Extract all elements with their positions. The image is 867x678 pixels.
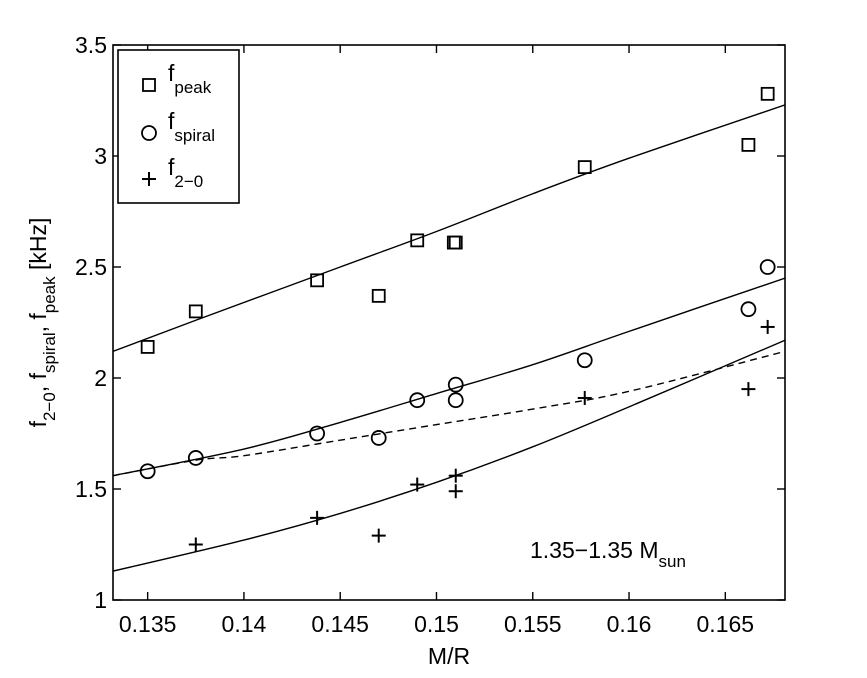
x-tick-label: 0.16 <box>607 611 652 637</box>
annotation-label: 1.35−1.35 Msun <box>530 537 686 571</box>
ylabel-sep: , <box>25 320 51 333</box>
point-plus <box>448 468 463 483</box>
y-tick-label: 1 <box>94 587 107 613</box>
point-plus <box>371 528 386 543</box>
point-square <box>577 160 592 175</box>
point-circle <box>139 463 156 480</box>
point-plus <box>760 319 775 334</box>
x-tick-label: 0.135 <box>119 611 177 637</box>
fit-curve-2 <box>113 277 785 477</box>
legend-label-main: f <box>168 60 175 86</box>
y-tick-label: 3 <box>94 143 107 169</box>
point-circle <box>447 376 464 393</box>
annotation-sub: sun <box>659 552 686 571</box>
x-tick-label: 0.145 <box>311 611 369 637</box>
legend-label-sub: 2−0 <box>174 172 203 191</box>
point-circle <box>309 425 326 442</box>
ylabel-main: f <box>25 313 51 320</box>
ylabel-sep: , <box>25 379 51 392</box>
axes-box <box>112 44 786 601</box>
legend-marker-square <box>142 78 156 92</box>
ylabel-main: f <box>25 420 51 427</box>
ylabel-sub: 2−0 <box>40 392 59 421</box>
y-tick-label: 1.5 <box>75 476 107 502</box>
point-circle <box>370 430 387 446</box>
x-tick-label: 0.165 <box>697 611 755 637</box>
fit-curve-4 <box>113 350 785 477</box>
point-square <box>760 86 775 101</box>
point-plus <box>448 484 463 499</box>
ylabel-sub: peak <box>40 276 59 313</box>
point-square <box>741 137 756 152</box>
x-tick-label: 0.155 <box>504 611 562 637</box>
point-square <box>410 233 425 248</box>
point-plus <box>188 537 203 552</box>
legend-label-sub: peak <box>174 78 211 97</box>
x-axis-label: M/R <box>428 643 470 669</box>
y-tick-label: 3.5 <box>75 32 107 58</box>
point-square <box>371 288 386 303</box>
annotation-main: 1.35−1.35 M <box>530 537 659 563</box>
point-circle <box>409 392 426 409</box>
legend-label: f2−0 <box>168 154 203 191</box>
y-tick-label: 2 <box>94 365 107 391</box>
legend-label-sub: spiral <box>174 126 215 145</box>
legend-label: fspiral <box>168 108 215 145</box>
legend-label-main: f <box>168 154 175 180</box>
y-axis-label: f2−0, fspiral, fpeak [kHz] <box>25 218 59 428</box>
point-plus <box>310 510 325 525</box>
legend-marker-plus <box>142 172 156 186</box>
point-circle <box>576 352 593 369</box>
point-circle <box>759 259 776 275</box>
y-tick-labels: 1 1.5 2 2.5 3 3.5 <box>75 32 107 613</box>
ylabel-unit: [kHz] <box>25 218 51 270</box>
x-tick-label: 0.14 <box>222 611 267 637</box>
point-square <box>310 273 325 288</box>
point-plus <box>410 477 425 492</box>
point-plus <box>741 382 756 397</box>
fit-curves <box>113 104 785 572</box>
x-tick-labels: 0.135 0.14 0.145 0.15 0.155 0.16 0.165 <box>119 611 754 637</box>
fit-curve-1 <box>113 104 785 353</box>
point-circle <box>447 392 464 409</box>
point-square <box>188 304 203 319</box>
point-circle <box>187 450 204 466</box>
axis-ticks <box>113 44 785 601</box>
legend-box <box>117 49 240 204</box>
data-points <box>139 86 776 552</box>
point-square <box>448 235 463 250</box>
point-plus <box>577 390 592 405</box>
y-tick-label: 2.5 <box>75 254 107 280</box>
point-circle <box>740 301 757 318</box>
legend-marker-circle <box>141 125 157 141</box>
point-square <box>140 340 155 354</box>
legend-label-main: f <box>168 108 175 134</box>
x-tick-label: 0.15 <box>414 611 459 637</box>
fit-curve-3 <box>113 339 785 572</box>
legend-label: fpeak <box>168 60 212 97</box>
ylabel-main: f <box>25 372 51 379</box>
ylabel-sub: spiral <box>40 332 59 373</box>
